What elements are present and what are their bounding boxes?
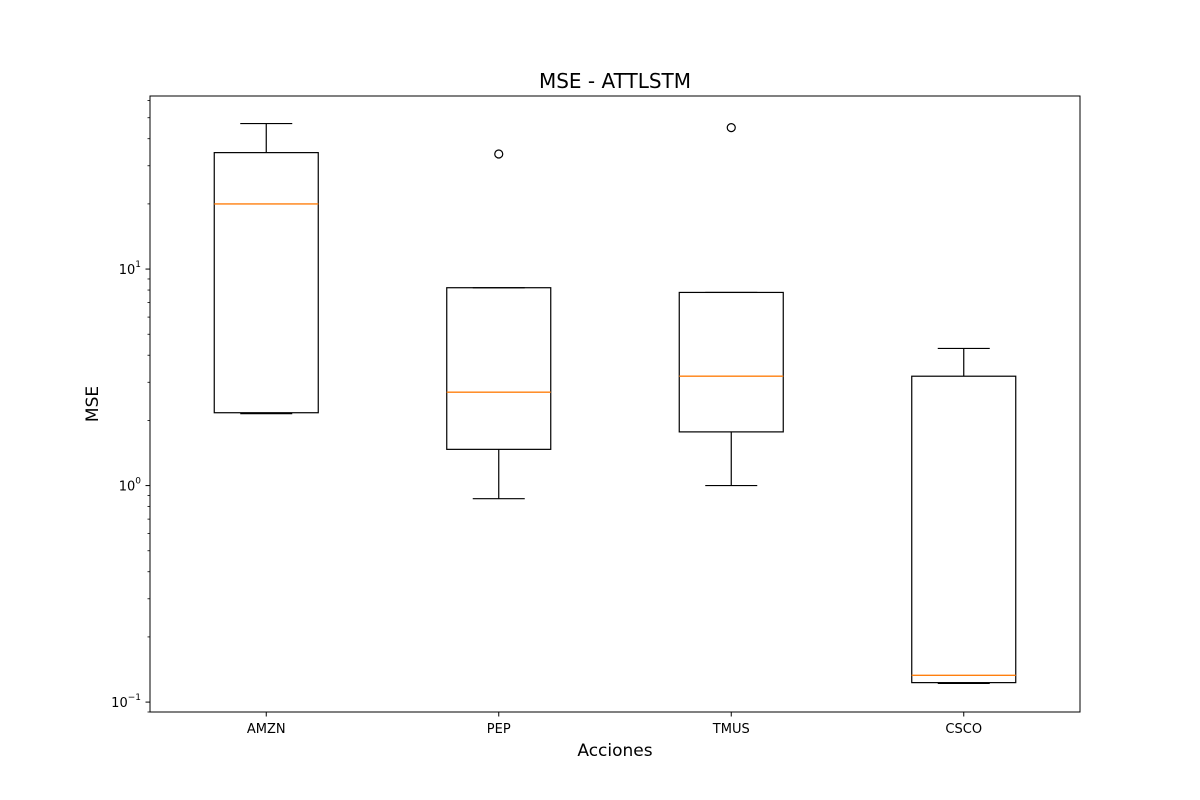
chart-title: MSE - ATTLSTM [539, 69, 691, 93]
x-tick-label: PEP [487, 722, 511, 737]
box [678, 291, 784, 433]
outlier-point [494, 149, 504, 159]
y-tick-label: 100 [119, 477, 142, 495]
box [213, 152, 319, 414]
outlier-point [726, 123, 736, 133]
x-tick-label: TMUS [712, 722, 750, 737]
plot-frame [149, 95, 1081, 713]
y-axis-label: MSE [83, 386, 103, 422]
x-axis-label: Acciones [577, 741, 652, 761]
y-tick-label: 10−1 [111, 693, 141, 711]
x-tick-label: AMZN [247, 722, 286, 737]
y-tick-label: 101 [119, 260, 141, 278]
box [446, 287, 552, 450]
plot-area: 10−1 100 101 AMZN PEP TMUS CSCO [111, 100, 1017, 737]
x-tick-label: CSCO [945, 722, 982, 737]
box [911, 375, 1017, 684]
